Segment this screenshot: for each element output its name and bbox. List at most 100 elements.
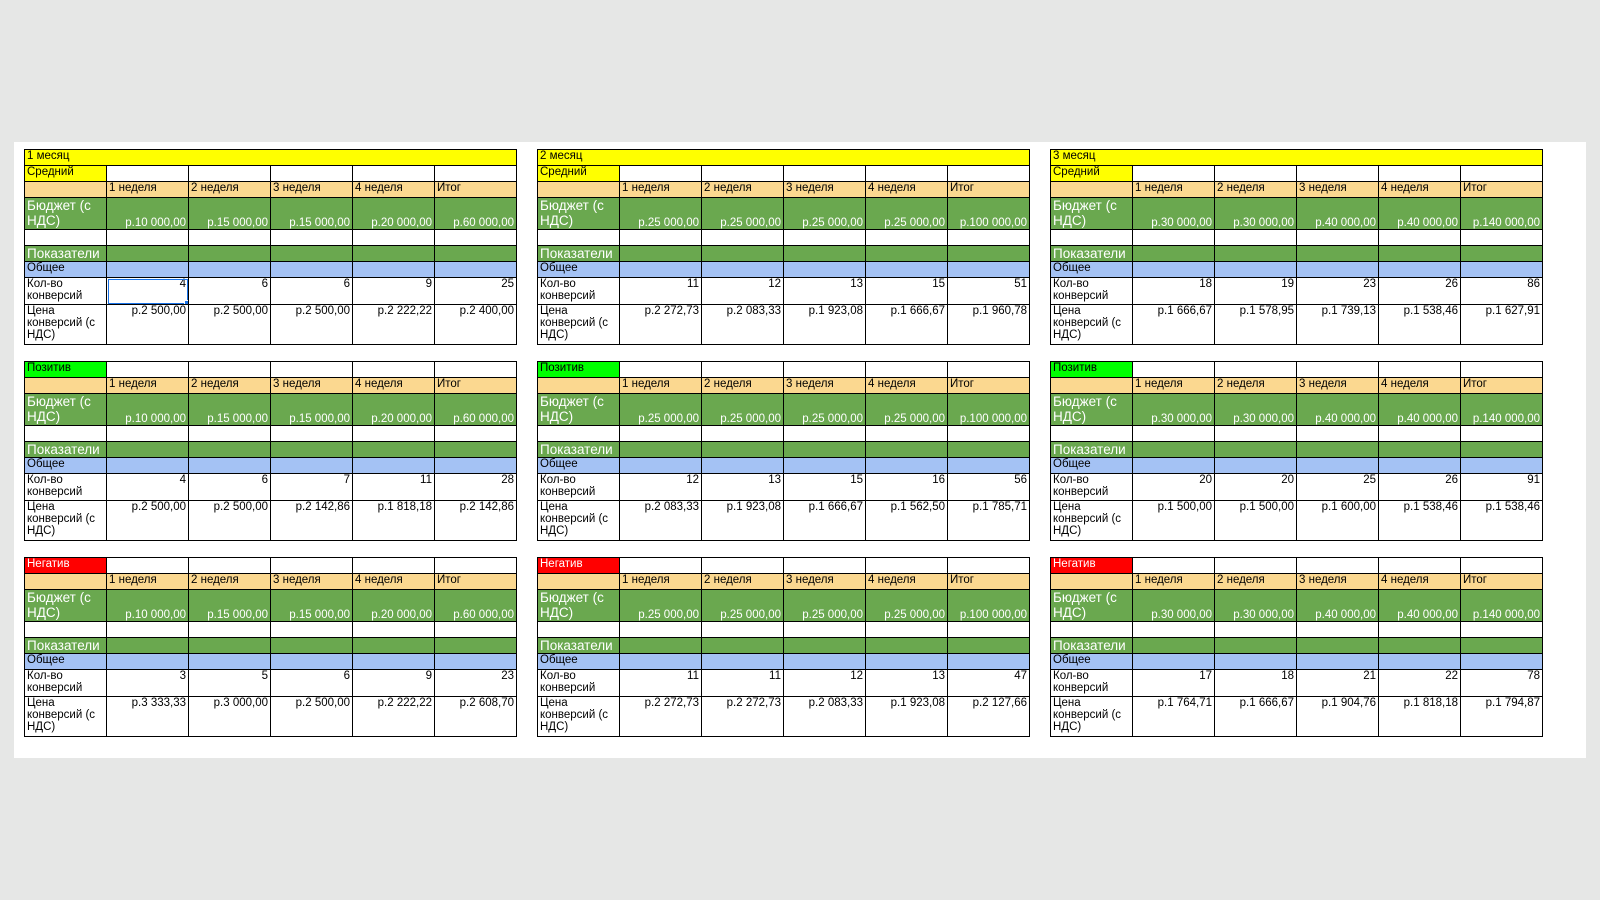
empty-cell[interactable]	[106, 621, 189, 638]
budget-value[interactable]: р.40 000,00	[1378, 589, 1461, 622]
indicators-label[interactable]: Показатели	[537, 441, 620, 458]
week-header[interactable]: 2 неделя	[701, 573, 784, 590]
week-header[interactable]: 4 неделя	[1378, 377, 1461, 394]
budget-value[interactable]: р.15 000,00	[188, 197, 271, 230]
empty-cell[interactable]	[865, 165, 948, 182]
budget-value[interactable]: р.25 000,00	[865, 197, 948, 230]
price-value[interactable]: р.1 904,76	[1296, 696, 1379, 737]
general-label[interactable]: Общее	[24, 457, 107, 474]
empty-cell[interactable]	[352, 425, 435, 442]
week-header[interactable]: Итог	[434, 573, 517, 590]
empty-cell[interactable]	[1132, 425, 1215, 442]
empty-cell[interactable]	[1378, 165, 1461, 182]
budget-label[interactable]: Бюджет (с НДС)	[24, 197, 107, 230]
empty-cell[interactable]	[1460, 425, 1543, 442]
price-value[interactable]: р.1 923,08	[701, 500, 784, 541]
empty-cell[interactable]	[947, 361, 1030, 378]
price-value[interactable]: р.1 739,13	[1296, 304, 1379, 345]
general-fill[interactable]	[1214, 457, 1297, 474]
spacer-row[interactable]	[1050, 540, 1543, 558]
budget-label[interactable]: Бюджет (с НДС)	[1050, 393, 1133, 426]
empty-cell[interactable]	[619, 621, 702, 638]
indicators-label[interactable]: Показатели	[1050, 441, 1133, 458]
indicators-fill[interactable]	[619, 637, 702, 654]
week-header[interactable]: 3 неделя	[270, 377, 353, 394]
general-fill[interactable]	[188, 457, 271, 474]
empty-cell[interactable]	[188, 229, 271, 246]
month-title[interactable]: 3 месяц	[1050, 149, 1543, 166]
empty-cell[interactable]	[619, 165, 702, 182]
empty-cell[interactable]	[783, 425, 866, 442]
general-label[interactable]: Общее	[537, 457, 620, 474]
conversions-value[interactable]: 18	[1132, 277, 1215, 305]
indicators-fill[interactable]	[352, 637, 435, 654]
price-label[interactable]: Цена конверсий (с НДС)	[24, 500, 107, 541]
empty-cell[interactable]	[106, 229, 189, 246]
price-value[interactable]: р.1 923,08	[783, 304, 866, 345]
empty-cell[interactable]	[434, 165, 517, 182]
empty-cell[interactable]	[1296, 557, 1379, 574]
price-value[interactable]: р.2 222,22	[352, 696, 435, 737]
conversions-label[interactable]: Кол-во конверсий	[537, 473, 620, 501]
header-blank-cell[interactable]	[537, 377, 620, 394]
conversions-value[interactable]: 25	[434, 277, 517, 305]
empty-cell[interactable]	[1050, 621, 1133, 638]
empty-cell[interactable]	[619, 557, 702, 574]
budget-value[interactable]: р.25 000,00	[701, 589, 784, 622]
segment-label-positive[interactable]: Позитив	[24, 361, 107, 378]
conversions-value[interactable]: 13	[865, 669, 948, 697]
indicators-fill[interactable]	[106, 441, 189, 458]
indicators-fill[interactable]	[947, 441, 1030, 458]
general-fill[interactable]	[619, 457, 702, 474]
indicators-fill[interactable]	[701, 245, 784, 262]
conversions-value[interactable]: 6	[270, 669, 353, 697]
general-fill[interactable]	[783, 457, 866, 474]
indicators-fill[interactable]	[188, 637, 271, 654]
empty-cell[interactable]	[1214, 165, 1297, 182]
spacer-row[interactable]	[24, 540, 517, 558]
general-fill[interactable]	[188, 261, 271, 278]
budget-value[interactable]: р.30 000,00	[1214, 393, 1297, 426]
general-fill[interactable]	[270, 653, 353, 670]
indicators-fill[interactable]	[188, 441, 271, 458]
price-value[interactable]: р.1 627,91	[1460, 304, 1543, 345]
week-header[interactable]: 2 неделя	[1214, 377, 1297, 394]
price-value[interactable]: р.1 538,46	[1378, 304, 1461, 345]
segment-label-negative[interactable]: Негатив	[1050, 557, 1133, 574]
general-label[interactable]: Общее	[537, 261, 620, 278]
general-fill[interactable]	[434, 457, 517, 474]
empty-cell[interactable]	[270, 425, 353, 442]
price-value[interactable]: р.2 500,00	[106, 304, 189, 345]
indicators-fill[interactable]	[1296, 441, 1379, 458]
price-value[interactable]: р.2 272,73	[619, 696, 702, 737]
indicators-fill[interactable]	[1296, 637, 1379, 654]
general-fill[interactable]	[106, 261, 189, 278]
conversions-value[interactable]: 20	[1214, 473, 1297, 501]
indicators-fill[interactable]	[1214, 245, 1297, 262]
empty-cell[interactable]	[1132, 361, 1215, 378]
price-label[interactable]: Цена конверсий (с НДС)	[1050, 304, 1133, 345]
conversions-value[interactable]: 11	[619, 669, 702, 697]
price-value[interactable]: р.2 500,00	[106, 500, 189, 541]
general-fill[interactable]	[1296, 261, 1379, 278]
conversions-value[interactable]: 15	[865, 277, 948, 305]
week-header[interactable]: 2 неделя	[188, 181, 271, 198]
price-value[interactable]: р.2 142,86	[434, 500, 517, 541]
budget-value[interactable]: р.30 000,00	[1214, 589, 1297, 622]
conversions-label[interactable]: Кол-во конверсий	[1050, 669, 1133, 697]
general-fill[interactable]	[619, 653, 702, 670]
budget-value[interactable]: р.25 000,00	[619, 393, 702, 426]
indicators-label[interactable]: Показатели	[1050, 637, 1133, 654]
budget-value[interactable]: р.40 000,00	[1296, 589, 1379, 622]
budget-value[interactable]: р.30 000,00	[1132, 197, 1215, 230]
conversions-label[interactable]: Кол-во конверсий	[24, 473, 107, 501]
conversions-value[interactable]: 11	[701, 669, 784, 697]
spacer-row[interactable]	[24, 344, 517, 362]
week-header[interactable]: 2 неделя	[701, 377, 784, 394]
indicators-fill[interactable]	[783, 441, 866, 458]
week-header[interactable]: 2 неделя	[701, 181, 784, 198]
price-label[interactable]: Цена конверсий (с НДС)	[1050, 696, 1133, 737]
week-header[interactable]: 4 неделя	[1378, 573, 1461, 590]
price-value[interactable]: р.2 400,00	[434, 304, 517, 345]
price-value[interactable]: р.2 500,00	[270, 696, 353, 737]
